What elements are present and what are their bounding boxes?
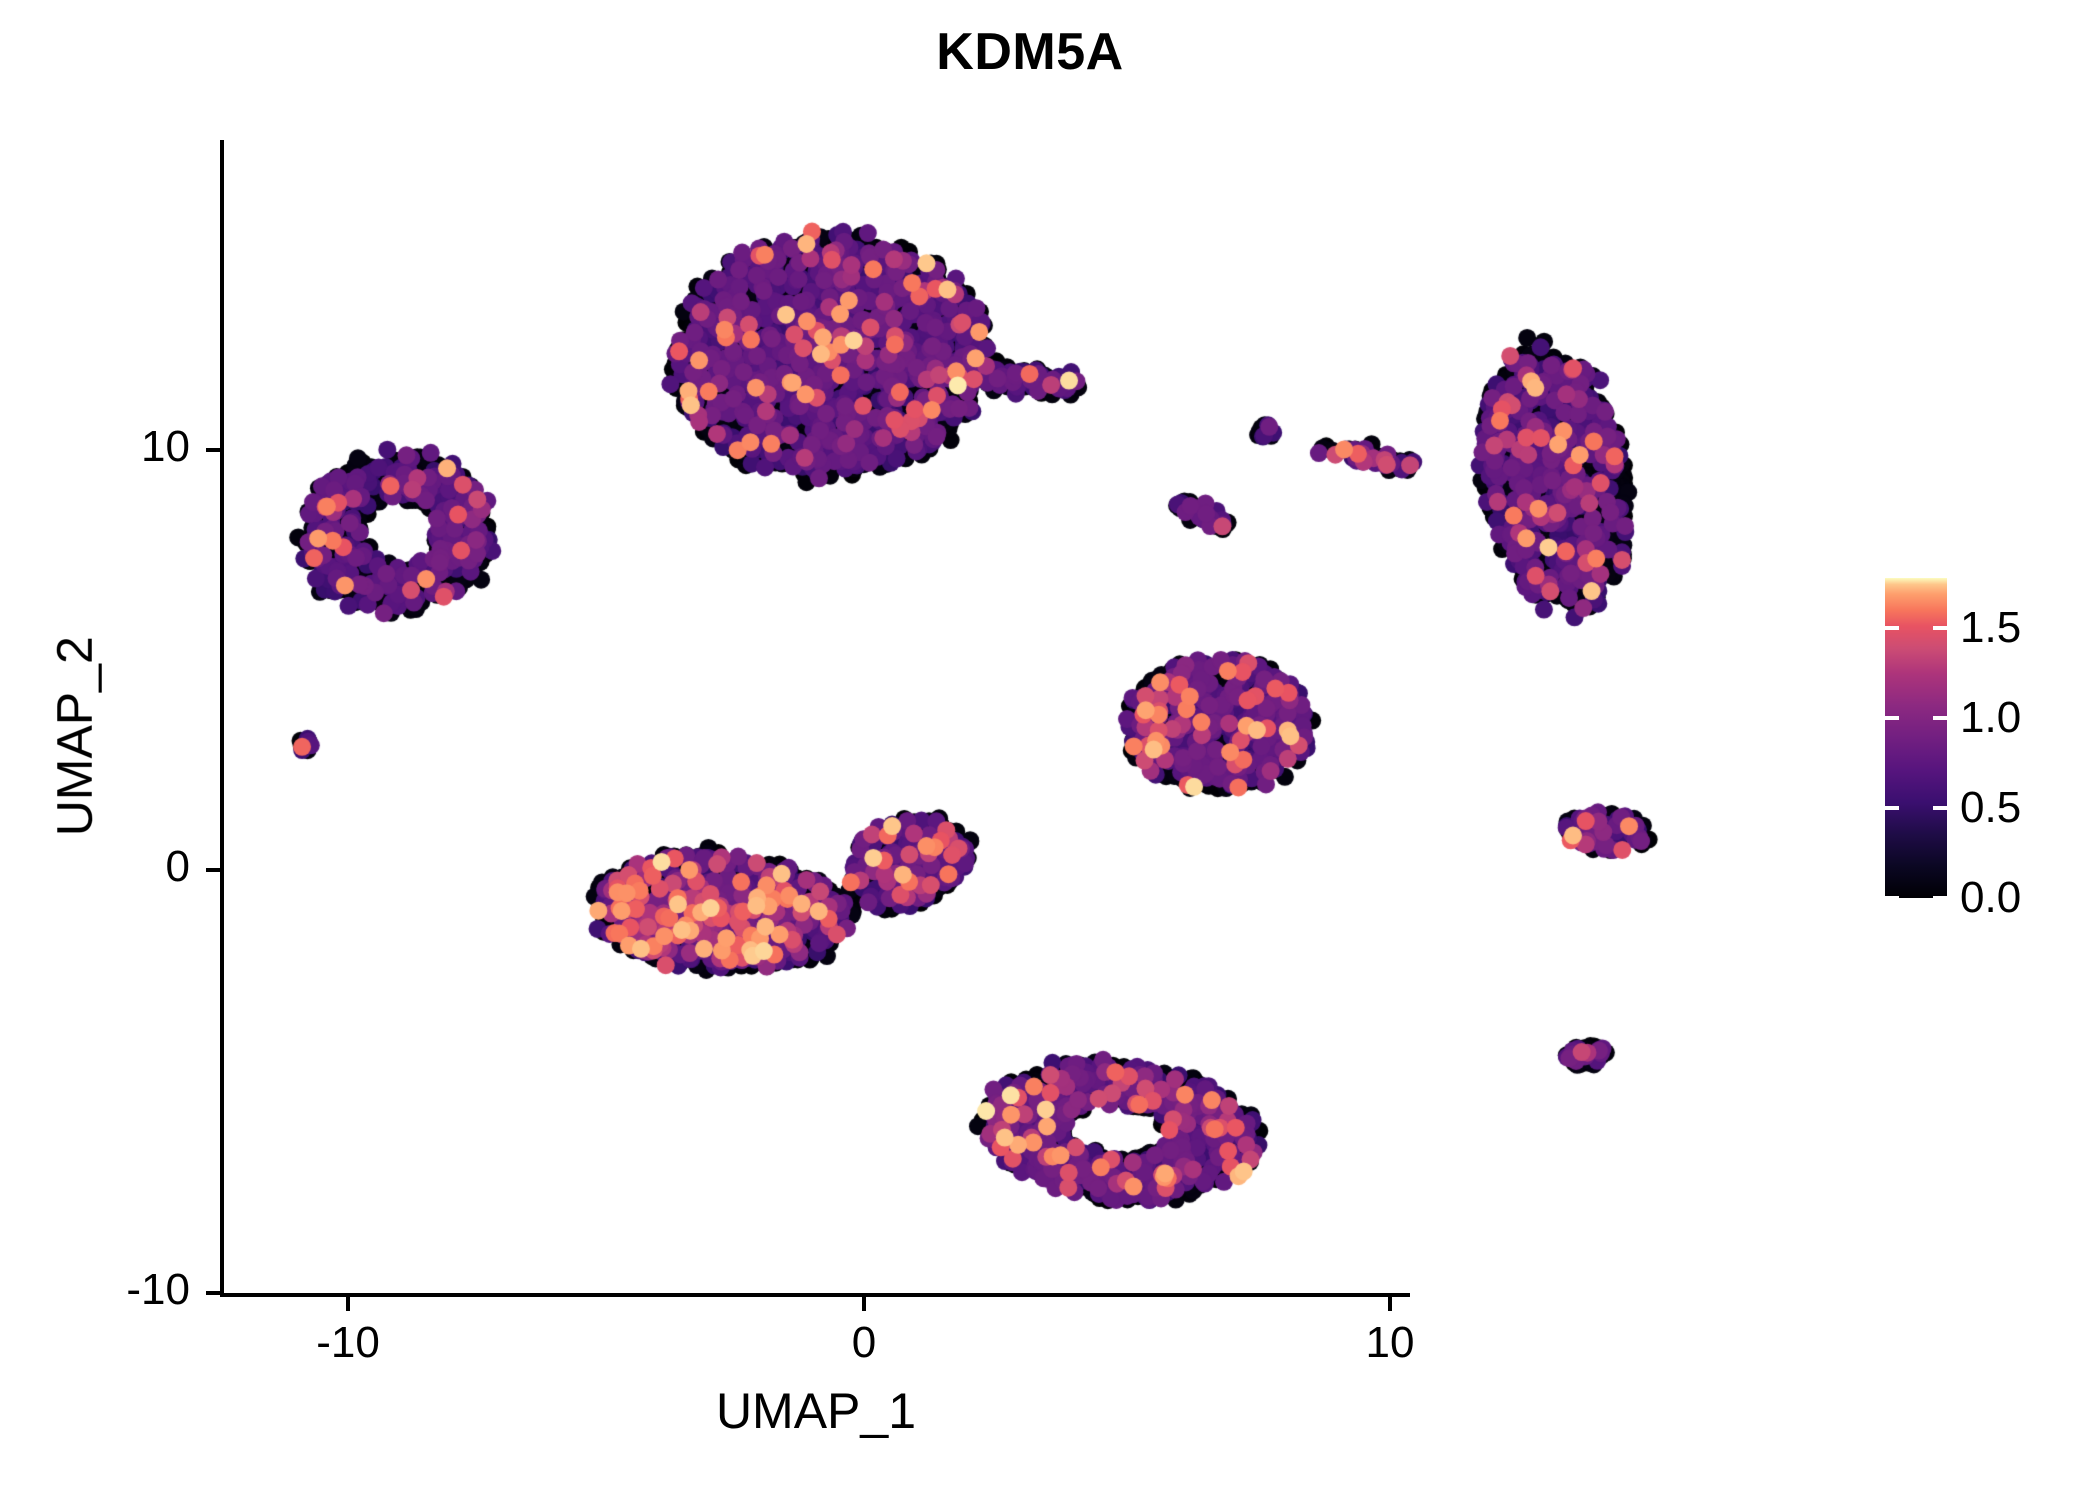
colorbar-tick-1-0-right xyxy=(1933,716,1947,721)
colorbar-tick-0-0-right xyxy=(1933,896,1947,900)
x-tick-label-neg10: -10 xyxy=(316,1318,380,1367)
x-tick-mark-neg10 xyxy=(346,1297,350,1311)
y-tick-mark-0 xyxy=(206,868,220,872)
colorbar-tick-1-5-right xyxy=(1933,626,1947,631)
x-axis-line xyxy=(222,1293,1410,1297)
colorbar-tick-0-0-left xyxy=(1885,896,1899,900)
colorbar-tick-1-0-left xyxy=(1885,716,1899,721)
x-tick-mark-0 xyxy=(862,1297,866,1311)
y-axis-title: UMAP_2 xyxy=(46,636,103,837)
x-tick-mark-10 xyxy=(1388,1297,1392,1311)
colorbar-gradient xyxy=(1885,578,1947,898)
y-tick-mark-10 xyxy=(206,448,220,452)
colorbar-tick-0-5-left xyxy=(1885,806,1899,811)
colorbar-label-1-5: 1.5 xyxy=(1960,603,2022,653)
colorbar-legend: 1.5 1.0 0.5 0.0 xyxy=(1880,570,2095,920)
y-tick-label-neg10: -10 xyxy=(126,1265,190,1314)
colorbar-tick-0-5-right xyxy=(1933,806,1947,811)
y-tick-label-0: 0 xyxy=(165,842,190,891)
colorbar-label-0-0: 0.0 xyxy=(1960,873,2022,922)
colorbar-label-1-0: 1.0 xyxy=(1960,693,2022,743)
x-tick-label-0: 0 xyxy=(851,1318,877,1367)
y-axis-line xyxy=(220,140,224,1297)
x-tick-label-10: 10 xyxy=(1365,1318,1415,1367)
y-tick-mark-neg10 xyxy=(206,1291,220,1295)
x-axis-title: UMAP_1 xyxy=(715,1383,917,1439)
colorbar-label-0-5: 0.5 xyxy=(1960,783,2022,833)
colorbar-tick-1-5-left xyxy=(1885,626,1899,631)
y-tick-label-10: 10 xyxy=(141,422,190,471)
